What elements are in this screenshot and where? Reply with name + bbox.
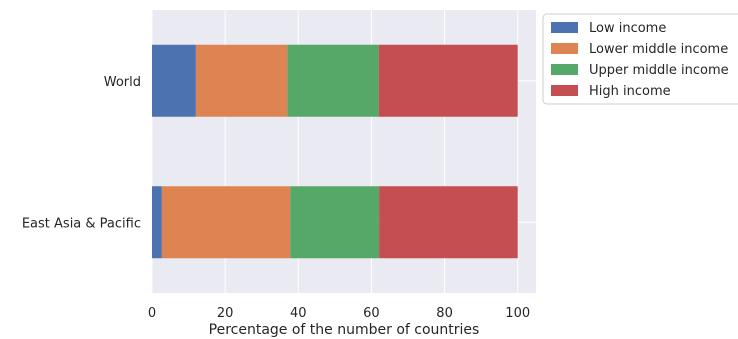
legend-label: Lower middle income (589, 42, 728, 57)
x-tick-label: 20 (217, 306, 234, 321)
y-category-label: East Asia & Pacific (22, 216, 141, 231)
x-tick-label: 40 (290, 306, 307, 321)
y-axis-categories: World East Asia & Pacific (22, 75, 141, 232)
y-category-label: World (104, 75, 141, 90)
legend-swatch (551, 85, 578, 96)
bar-east-asia-pacific-upper-middle-income (290, 186, 380, 259)
legend-label: Upper middle income (589, 63, 729, 78)
legend-swatch (551, 22, 578, 33)
x-tick-label: 100 (505, 306, 530, 321)
x-tick-label: 80 (436, 306, 453, 321)
x-axis-title: Percentage of the number of countries (209, 322, 480, 338)
x-axis-ticks: 0 20 40 60 80 100 (148, 306, 530, 321)
bar-east-asia-pacific-high-income (379, 186, 518, 259)
legend-label: High income (589, 84, 671, 99)
x-tick-label: 0 (148, 306, 156, 321)
bar-world-low-income (152, 44, 196, 117)
bar-world-high-income (378, 44, 518, 117)
legend-box (542, 13, 738, 105)
legend-label: Low income (589, 21, 666, 36)
legend: Low income Lower middle income Upper middl… (542, 13, 738, 105)
bar-east-asia-pacific-low-income (152, 186, 162, 259)
legend-swatch (551, 43, 578, 54)
legend-swatch (551, 64, 578, 75)
bar-world-lower-middle-income (195, 44, 288, 117)
bar-east-asia-pacific-lower-middle-income (161, 186, 291, 259)
bar-world-upper-middle-income (287, 44, 379, 117)
bar-group (152, 44, 518, 259)
x-tick-label: 60 (363, 306, 380, 321)
